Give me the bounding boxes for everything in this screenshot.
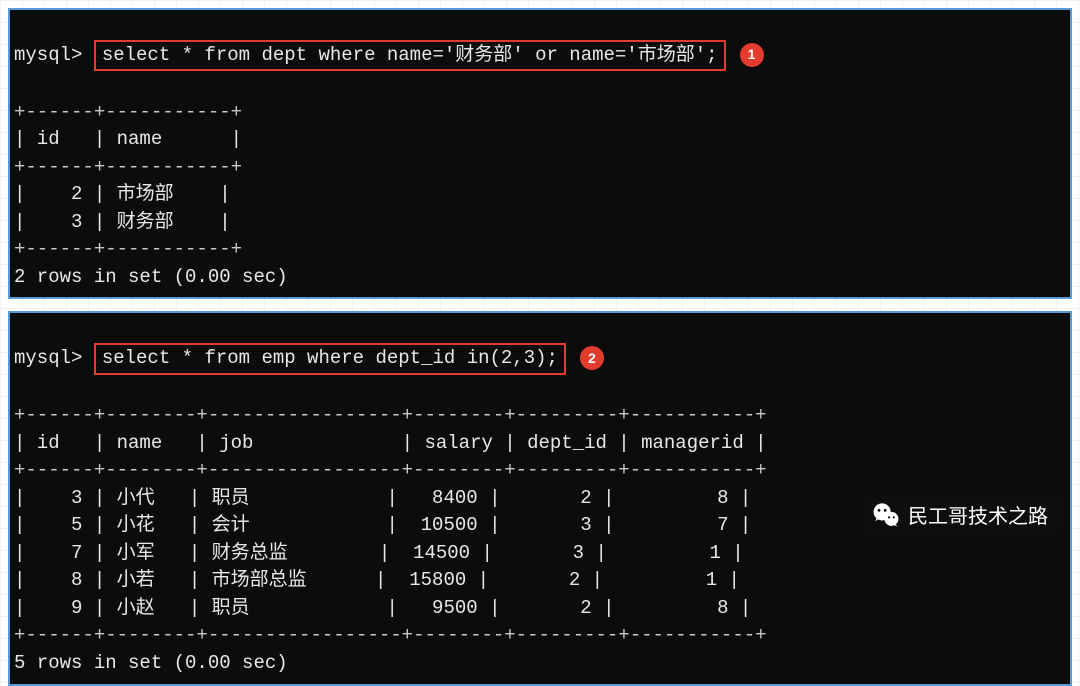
- result-message: 2 rows in set (0.00 sec): [14, 264, 1066, 292]
- table-separator: +------+-----------+: [14, 99, 1066, 127]
- watermark-text: 民工哥技术之路: [908, 500, 1048, 529]
- mysql-prompt: mysql>: [14, 347, 82, 369]
- sql-query-2: select * from emp where dept_id in(2,3);: [94, 343, 566, 375]
- table-separator: +------+--------+-----------------+-----…: [14, 457, 1066, 485]
- table-separator: +------+--------+-----------------+-----…: [14, 402, 1066, 430]
- sql-query-1: select * from dept where name='财务部' or n…: [94, 40, 726, 72]
- table-row: | 9 | 小赵 | 职员 | 9500 | 2 | 8 |: [14, 595, 1066, 623]
- mysql-prompt: mysql>: [14, 44, 82, 66]
- step-badge-2: 2: [580, 346, 604, 370]
- table-header: | id | name | job | salary | dept_id | m…: [14, 430, 1066, 458]
- table-header: | id | name |: [14, 126, 1066, 154]
- wechat-icon: [872, 501, 900, 529]
- table-separator: +------+-----------+: [14, 154, 1066, 182]
- watermark: 民工哥技术之路: [862, 494, 1062, 535]
- prompt-line-1: mysql> select * from dept where name='财务…: [14, 12, 1066, 99]
- table-separator: +------+--------+-----------------+-----…: [14, 622, 1066, 650]
- terminal-panel-1: mysql> select * from dept where name='财务…: [8, 8, 1072, 299]
- table-row: | 8 | 小若 | 市场部总监 | 15800 | 2 | 1 |: [14, 567, 1066, 595]
- table-separator: +------+-----------+: [14, 236, 1066, 264]
- table-row: | 3 | 财务部 |: [14, 209, 1066, 237]
- prompt-line-2: mysql> select * from emp where dept_id i…: [14, 315, 1066, 402]
- step-badge-1: 1: [740, 43, 764, 67]
- result-message: 5 rows in set (0.00 sec): [14, 650, 1066, 678]
- table-row: | 2 | 市场部 |: [14, 181, 1066, 209]
- table-row: | 7 | 小军 | 财务总监 | 14500 | 3 | 1 |: [14, 540, 1066, 568]
